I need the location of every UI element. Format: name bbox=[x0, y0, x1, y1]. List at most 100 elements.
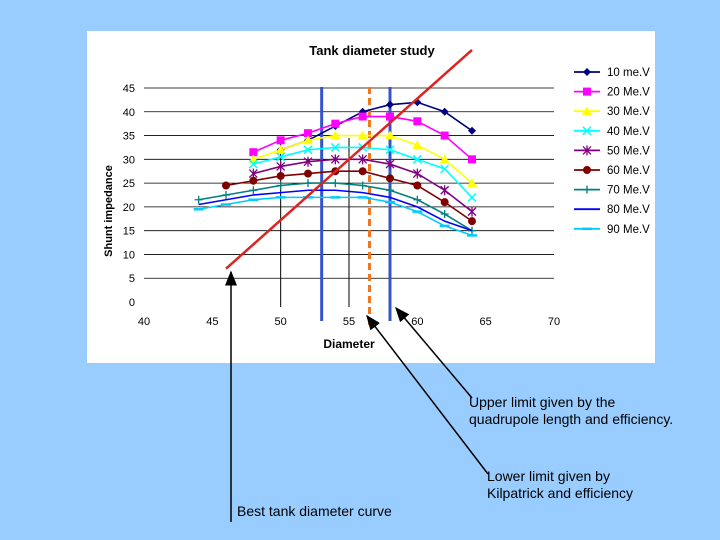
series-2-point-4 bbox=[331, 119, 340, 128]
legend-marker-5 bbox=[582, 145, 592, 156]
series-5-point-7 bbox=[412, 168, 422, 179]
series-5-point-3 bbox=[303, 156, 313, 167]
legend-item-8: 80 Me.V bbox=[574, 204, 650, 216]
series-6-point-8 bbox=[413, 181, 422, 190]
series-6-point-3 bbox=[276, 171, 285, 180]
legend-marker-3 bbox=[582, 106, 592, 116]
lower-limit-annotation: Lower limit given by Kilpatrick and effi… bbox=[487, 468, 633, 502]
legend-label-4: 40 Me.V bbox=[607, 126, 650, 138]
legend-label-5: 50 Me.V bbox=[607, 145, 650, 157]
best-curve-annotation: Best tank diameter curve bbox=[237, 503, 392, 520]
legend-marker-2 bbox=[583, 87, 591, 96]
series-5-point-4 bbox=[330, 154, 340, 165]
series-7-point-4 bbox=[276, 181, 285, 190]
tick-labels: 0 5 10 15 20 25 30 35 40 45 40 45 50 55 60 65 70 bbox=[123, 83, 560, 328]
y-tick-label-40: 40 bbox=[123, 107, 135, 119]
legend-label-1: 10 me.V bbox=[607, 67, 650, 79]
series-7 bbox=[194, 179, 476, 235]
legend-item-3: 30 Me.V bbox=[574, 106, 650, 118]
legend-marker-6 bbox=[583, 166, 591, 174]
legend-label-6: 60 Me.V bbox=[607, 165, 650, 177]
legend-item-6: 60 Me.V bbox=[574, 165, 650, 177]
series-1-point-7 bbox=[440, 107, 449, 116]
legend-label-7: 70 Me.V bbox=[607, 185, 650, 197]
series-3-point-5 bbox=[357, 130, 368, 140]
y-tick-label-10: 10 bbox=[123, 249, 135, 261]
lower-limit-text-1: Lower limit given by bbox=[487, 468, 610, 484]
series-3-point-6 bbox=[385, 130, 395, 140]
legend-item-5: 50 Me.V bbox=[574, 145, 650, 157]
series-8 bbox=[198, 189, 473, 232]
series-2-point-2 bbox=[276, 136, 285, 145]
series-7-point-10 bbox=[440, 210, 449, 219]
series-4-point-3 bbox=[303, 145, 313, 155]
upper-limit-text-2: quadrupole length and efficiency. bbox=[469, 411, 674, 427]
arrow-lower-limit bbox=[366, 314, 489, 475]
series-2 bbox=[249, 112, 476, 164]
series-4-point-9 bbox=[467, 192, 477, 202]
y-tick-label-5: 5 bbox=[129, 273, 135, 285]
y-tick-label-25: 25 bbox=[123, 178, 135, 190]
series-4-point-2 bbox=[276, 152, 286, 162]
legend-item-7: 70 Me.V bbox=[574, 185, 650, 197]
x-tick-label-60: 60 bbox=[411, 316, 423, 328]
series-5-point-5 bbox=[358, 154, 368, 165]
x-tick-label-45: 45 bbox=[206, 316, 218, 328]
series-5-point-9 bbox=[467, 206, 477, 217]
series-9 bbox=[193, 196, 477, 237]
series-6-point-9 bbox=[440, 198, 449, 207]
series-6-point-4 bbox=[304, 169, 312, 178]
arrow-upper-limit bbox=[395, 306, 473, 399]
legend-item-2: 20 Me.V bbox=[574, 87, 650, 99]
series-7-point-6 bbox=[331, 179, 340, 188]
best-curve-text: Best tank diameter curve bbox=[237, 503, 392, 519]
y-tick-label-45: 45 bbox=[123, 83, 135, 95]
chart-title: Tank diameter study bbox=[309, 43, 435, 58]
series-2-point-3 bbox=[304, 129, 312, 138]
legend-marker-1 bbox=[583, 68, 591, 76]
series-2-point-6 bbox=[386, 112, 394, 121]
series-7-point-9 bbox=[413, 195, 422, 204]
series-2-point-7 bbox=[413, 117, 422, 126]
series-line-1 bbox=[280, 101, 473, 151]
x-tick-label-50: 50 bbox=[275, 316, 287, 328]
y-tick-label-0: 0 bbox=[129, 297, 135, 309]
series-2-point-5 bbox=[358, 112, 367, 121]
legend-label-9: 90 Me.V bbox=[607, 224, 650, 236]
legend-label-2: 20 Me.V bbox=[607, 87, 650, 99]
series-7-point-1 bbox=[194, 195, 203, 204]
x-tick-label-40: 40 bbox=[138, 316, 150, 328]
series-7-point-2 bbox=[222, 191, 230, 199]
series-4-point-6 bbox=[385, 145, 395, 155]
y-axis-label: Shunt impedance bbox=[103, 165, 115, 257]
series-3-point-7 bbox=[412, 140, 423, 150]
x-tick-label-70: 70 bbox=[548, 316, 560, 328]
series-line-6 bbox=[225, 170, 473, 222]
series-7-point-7 bbox=[358, 181, 367, 190]
series-3-point-3 bbox=[303, 135, 313, 145]
y-tick-label-15: 15 bbox=[123, 226, 135, 238]
series-5-point-2 bbox=[276, 161, 286, 172]
series-5-point-6 bbox=[385, 159, 395, 170]
series-7-point-11 bbox=[468, 226, 476, 235]
series-3-point-8 bbox=[439, 154, 450, 164]
best-diameter-curve bbox=[225, 49, 473, 270]
legend-marker-4 bbox=[582, 126, 592, 136]
series-1-point-8 bbox=[468, 126, 476, 135]
legend-item-9: 90 Me.V bbox=[574, 224, 650, 236]
series-5-point-8 bbox=[440, 185, 450, 196]
series-lines bbox=[193, 98, 477, 237]
series-2-point-1 bbox=[249, 148, 258, 157]
series-3-point-2 bbox=[275, 144, 286, 154]
x-tick-label-55: 55 bbox=[343, 316, 355, 328]
legend-item-1: 10 me.V bbox=[574, 67, 650, 79]
legend-marker-7 bbox=[583, 185, 591, 194]
series-2-point-9 bbox=[468, 155, 476, 164]
series-6-point-7 bbox=[386, 174, 394, 183]
y-tick-label-35: 35 bbox=[123, 131, 135, 143]
x-tick-label-65: 65 bbox=[480, 316, 492, 328]
series-5 bbox=[248, 154, 477, 217]
series-6-point-6 bbox=[358, 167, 367, 176]
series-4-point-1 bbox=[248, 159, 258, 169]
